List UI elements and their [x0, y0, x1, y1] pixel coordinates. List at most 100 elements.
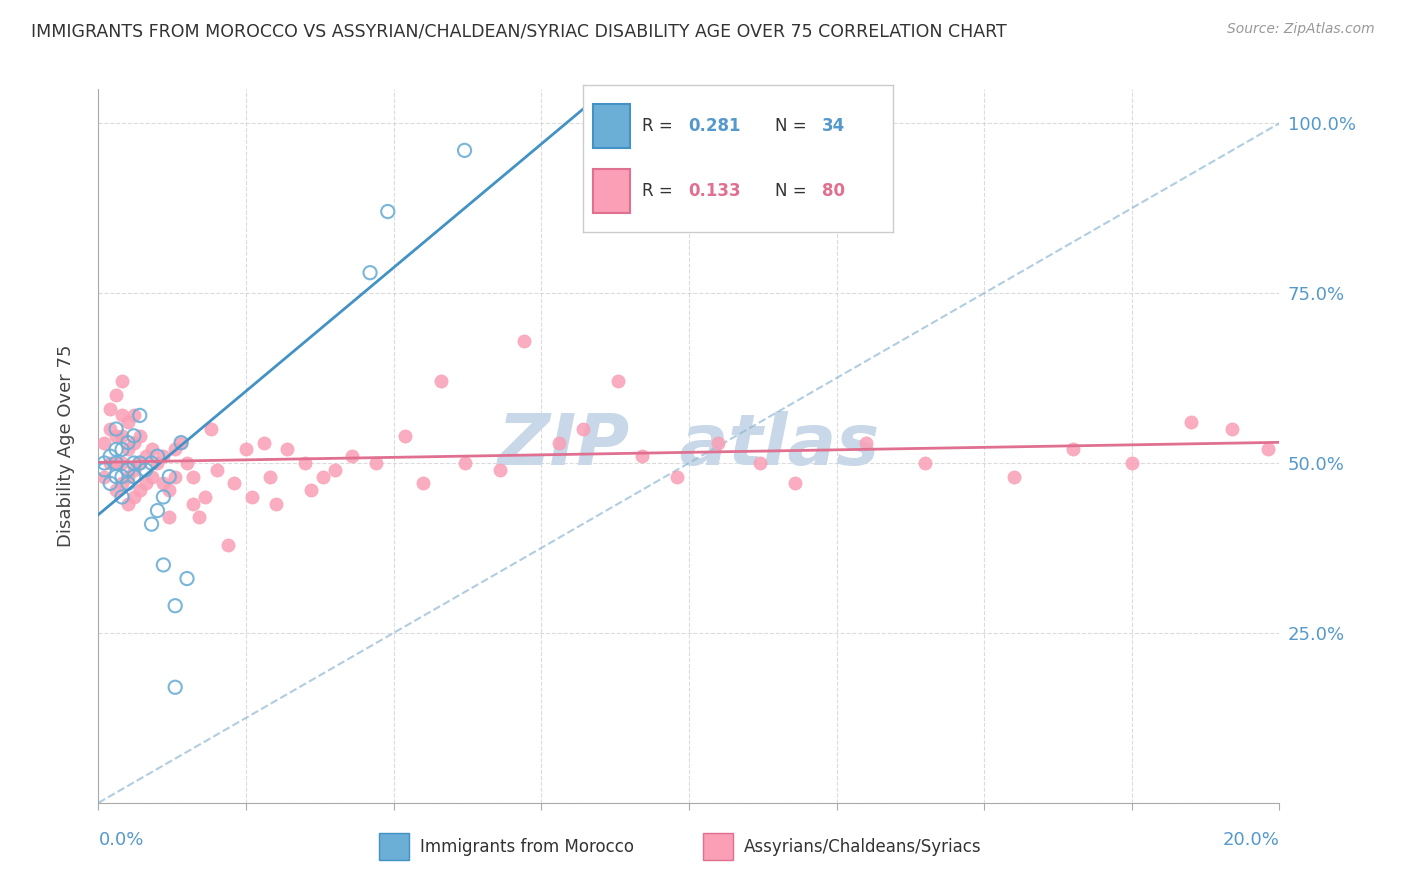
- Text: 0.0%: 0.0%: [98, 831, 143, 849]
- Text: Source: ZipAtlas.com: Source: ZipAtlas.com: [1227, 22, 1375, 37]
- Point: [105, 388, 128, 402]
- Point: [111, 429, 134, 443]
- FancyBboxPatch shape: [593, 103, 630, 148]
- Text: 80: 80: [821, 182, 845, 200]
- Point: [359, 266, 381, 280]
- Point: [117, 469, 139, 483]
- Point: [181, 469, 204, 483]
- Text: 20.0%: 20.0%: [1223, 831, 1279, 849]
- Point: [152, 449, 174, 463]
- Point: [141, 456, 163, 470]
- Point: [93, 435, 115, 450]
- Point: [135, 449, 157, 463]
- Point: [117, 435, 139, 450]
- Point: [200, 422, 222, 436]
- Point: [453, 456, 475, 470]
- Point: [111, 469, 134, 483]
- Point: [146, 449, 169, 463]
- Point: [128, 483, 150, 498]
- Point: [105, 456, 128, 470]
- Point: [176, 456, 198, 470]
- Point: [165, 442, 187, 457]
- Point: [512, 334, 534, 348]
- Point: [141, 517, 163, 532]
- Point: [111, 442, 134, 457]
- Point: [146, 456, 169, 470]
- Text: 34: 34: [821, 117, 845, 135]
- Point: [205, 463, 228, 477]
- Point: [217, 537, 239, 551]
- Point: [312, 469, 335, 483]
- Point: [157, 483, 180, 498]
- Point: [253, 435, 276, 450]
- Point: [117, 415, 139, 429]
- Point: [111, 409, 134, 423]
- Point: [187, 510, 209, 524]
- Point: [170, 435, 193, 450]
- Point: [122, 409, 145, 423]
- Point: [128, 429, 150, 443]
- Point: [117, 476, 139, 491]
- Point: [98, 449, 121, 463]
- Point: [128, 409, 150, 423]
- Point: [165, 680, 187, 694]
- Point: [571, 422, 593, 436]
- Point: [176, 572, 198, 586]
- Point: [111, 456, 134, 470]
- Point: [259, 469, 281, 483]
- Point: [785, 476, 807, 491]
- Point: [165, 469, 187, 483]
- Point: [748, 456, 770, 470]
- Point: [342, 449, 364, 463]
- Point: [122, 435, 145, 450]
- FancyBboxPatch shape: [703, 833, 734, 860]
- Point: [117, 497, 139, 511]
- Point: [93, 469, 115, 483]
- Point: [105, 483, 128, 498]
- Point: [240, 490, 263, 504]
- FancyBboxPatch shape: [380, 833, 409, 860]
- Point: [1121, 456, 1143, 470]
- Text: N =: N =: [775, 117, 813, 135]
- Point: [152, 476, 174, 491]
- Point: [194, 490, 217, 504]
- Text: IMMIGRANTS FROM MOROCCO VS ASSYRIAN/CHALDEAN/SYRIAC DISABILITY AGE OVER 75 CORRE: IMMIGRANTS FROM MOROCCO VS ASSYRIAN/CHAL…: [31, 22, 1007, 40]
- Point: [105, 469, 128, 483]
- Point: [111, 375, 134, 389]
- Point: [170, 435, 193, 450]
- Point: [117, 463, 139, 477]
- Point: [157, 510, 180, 524]
- Point: [98, 422, 121, 436]
- Point: [93, 463, 115, 477]
- Point: [264, 497, 287, 511]
- Point: [141, 469, 163, 483]
- Point: [98, 401, 121, 416]
- Point: [93, 456, 115, 470]
- Text: Immigrants from Morocco: Immigrants from Morocco: [419, 838, 634, 855]
- Point: [141, 442, 163, 457]
- Point: [122, 463, 145, 477]
- Point: [294, 456, 316, 470]
- Point: [98, 456, 121, 470]
- Point: [489, 463, 512, 477]
- Point: [412, 476, 434, 491]
- Point: [111, 476, 134, 491]
- Point: [152, 558, 174, 572]
- Text: R =: R =: [643, 117, 678, 135]
- Y-axis label: Disability Age Over 75: Disability Age Over 75: [56, 344, 75, 548]
- Point: [105, 456, 128, 470]
- Point: [548, 435, 571, 450]
- Point: [607, 375, 630, 389]
- Point: [122, 469, 145, 483]
- Point: [394, 429, 416, 443]
- Text: ZIP  atlas: ZIP atlas: [498, 411, 880, 481]
- Point: [152, 490, 174, 504]
- Point: [1062, 442, 1084, 457]
- Point: [855, 435, 877, 450]
- Point: [135, 476, 157, 491]
- Point: [157, 469, 180, 483]
- Point: [122, 456, 145, 470]
- Point: [1180, 415, 1202, 429]
- Point: [630, 449, 652, 463]
- Point: [323, 463, 346, 477]
